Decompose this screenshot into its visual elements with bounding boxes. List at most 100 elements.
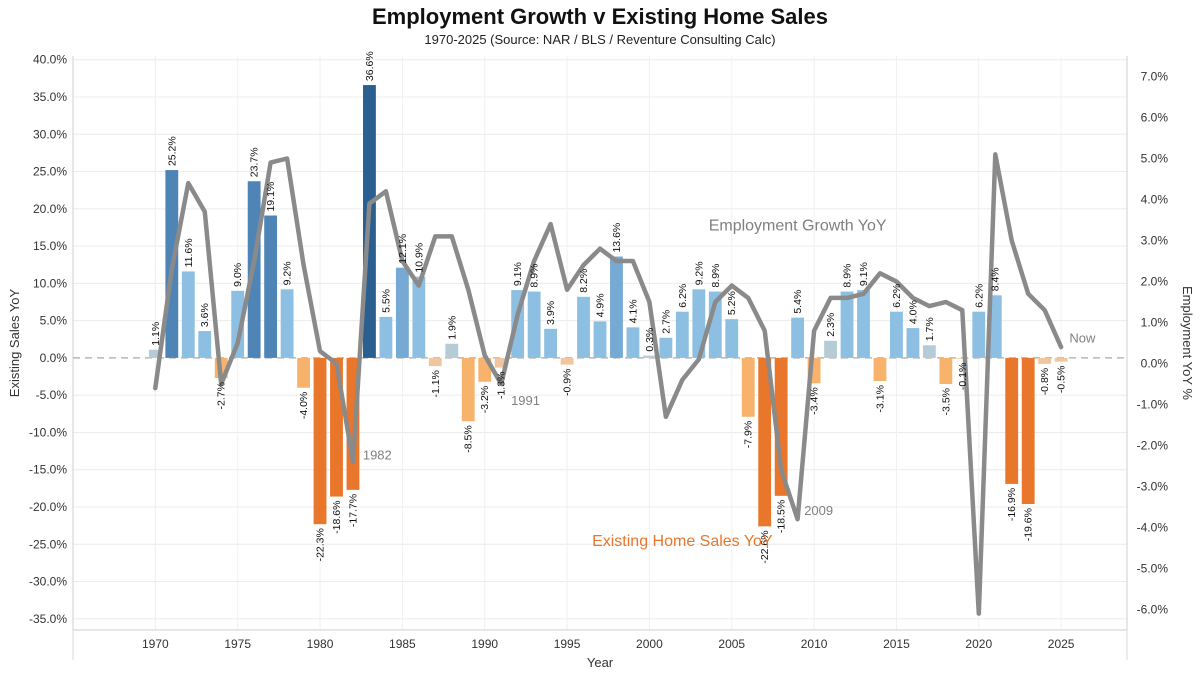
bar-1993 xyxy=(527,291,541,358)
bar-1985 xyxy=(395,267,409,358)
bar-label-1993: 8.9% xyxy=(529,264,541,288)
y2-tick-label: -1.0% xyxy=(1137,398,1169,412)
bar-2020 xyxy=(972,311,986,358)
bar-label-2002: 6.2% xyxy=(677,284,689,308)
bar-2021 xyxy=(988,295,1002,358)
bar-1972 xyxy=(181,271,195,358)
bar-2007 xyxy=(758,357,772,527)
bar-2022 xyxy=(1005,357,1019,484)
x-tick-label: 2005 xyxy=(718,637,745,651)
x-tick-label: 1975 xyxy=(224,637,251,651)
bar-1997 xyxy=(593,321,607,358)
x-tick-label: 1980 xyxy=(307,637,334,651)
bar-2023 xyxy=(1021,357,1035,505)
y2-tick-label: -5.0% xyxy=(1137,562,1169,576)
x-tick-label: 2020 xyxy=(965,637,992,651)
x-tick-label: 2025 xyxy=(1048,637,1075,651)
y-tick-label: 0.0% xyxy=(40,351,68,365)
annotation-existing-home-sales-yoy: Existing Home Sales YoY xyxy=(592,533,773,550)
bar-2017 xyxy=(922,345,936,358)
bar-label-1971: 25.2% xyxy=(166,136,178,166)
bar-2025 xyxy=(1054,357,1068,362)
bar-1991 xyxy=(494,357,508,368)
bar-label-1997: 4.9% xyxy=(595,293,607,317)
employment-growth-line xyxy=(153,152,1064,616)
bar-label-2021: 8.4% xyxy=(990,267,1002,291)
bar-label-1974: -2.7% xyxy=(216,382,228,409)
bar-label-1995: -0.9% xyxy=(562,369,574,396)
y2-tick-label: -2.0% xyxy=(1137,439,1169,453)
chart-title: Employment Growth v Existing Home Sales xyxy=(372,4,828,29)
bar-label-1977: 19.1% xyxy=(265,182,277,212)
y2-tick-label: 0.0% xyxy=(1141,357,1169,371)
y-tick-label: -20.0% xyxy=(29,500,67,514)
bar-1977 xyxy=(264,215,278,358)
bar-label-1999: 4.1% xyxy=(627,299,639,323)
bar-1994 xyxy=(544,328,558,358)
bar-1978 xyxy=(280,289,294,358)
bar-1986 xyxy=(412,276,426,358)
y-tick-label: -25.0% xyxy=(29,537,67,551)
bar-label-1982: -17.7% xyxy=(347,494,359,527)
x-tick-label: 1995 xyxy=(554,637,581,651)
y2-tick-label: -3.0% xyxy=(1137,480,1169,494)
bar-label-1975: 9.0% xyxy=(232,263,244,287)
bar-2001 xyxy=(659,337,673,358)
bar-label-2025: -0.5% xyxy=(1056,366,1068,393)
bar-label-1984: 5.5% xyxy=(380,289,392,313)
bar-label-1985: 12.1% xyxy=(397,234,409,264)
bar-label-2016: 4.0% xyxy=(907,300,919,324)
bar-2019 xyxy=(955,357,969,359)
bar-2009 xyxy=(791,317,805,358)
bar-label-1978: 9.2% xyxy=(282,261,294,285)
bar-2024 xyxy=(1038,357,1052,364)
bar-label-2013: 9.1% xyxy=(858,262,870,286)
annotation-employment-growth-yoy: Employment Growth YoY xyxy=(709,217,887,234)
bar-1995 xyxy=(560,357,574,365)
x-tick-label: 2000 xyxy=(636,637,663,651)
bar-label-2012: 8.9% xyxy=(842,264,854,288)
annotation-1982: 1982 xyxy=(363,447,392,462)
bar-label-2005: 5.2% xyxy=(726,291,738,315)
bar-1975 xyxy=(231,290,245,358)
bar-label-2020: 6.2% xyxy=(973,284,985,308)
y2-tick-label: 7.0% xyxy=(1141,70,1169,84)
bar-label-2006: -7.9% xyxy=(743,421,755,448)
bar-label-1991: -1.3% xyxy=(496,372,508,399)
bar-label-2023: -19.6% xyxy=(1023,508,1035,541)
bar-label-2000: 0.3% xyxy=(644,328,656,352)
bar-2011 xyxy=(824,340,837,358)
y2-tick-label: 6.0% xyxy=(1141,111,1169,125)
bar-label-1998: 13.6% xyxy=(611,223,623,253)
bar-label-1973: 3.6% xyxy=(199,303,211,327)
bar-2018 xyxy=(939,357,953,384)
bar-label-2022: -16.9% xyxy=(1006,488,1018,521)
bar-2014 xyxy=(873,357,887,382)
bar-label-1996: 8.2% xyxy=(578,269,590,293)
bar-1980 xyxy=(313,357,327,525)
bar-label-2008: -18.5% xyxy=(776,500,788,533)
bar-label-1988: 1.9% xyxy=(446,316,458,340)
y2-tick-label: 2.0% xyxy=(1141,275,1169,289)
y2-tick-label: -4.0% xyxy=(1137,521,1169,535)
annotation-2009: 2009 xyxy=(804,503,833,518)
bar-1987 xyxy=(428,357,442,367)
y-tick-label: 20.0% xyxy=(33,202,67,216)
bar-label-1972: 11.6% xyxy=(183,238,195,267)
x-tick-label: 1970 xyxy=(142,637,169,651)
chart-subtitle: 1970-2025 (Source: NAR / BLS / Reventure… xyxy=(424,32,776,47)
bar-2005 xyxy=(725,319,739,358)
y-tick-label: -15.0% xyxy=(29,463,67,477)
y2-tick-label: 3.0% xyxy=(1141,234,1169,248)
bar-label-2011: 2.3% xyxy=(825,313,837,337)
y-tick-label: -10.0% xyxy=(29,425,67,439)
bar-label-1986: 10.9% xyxy=(413,243,425,273)
x-tick-label: 1985 xyxy=(389,637,416,651)
y-tick-label: -35.0% xyxy=(29,612,67,626)
bar-label-2017: 1.7% xyxy=(924,317,936,341)
y-tick-label: 35.0% xyxy=(33,90,67,104)
y-tick-label: 10.0% xyxy=(33,276,67,290)
bar-label-2019: -0.1% xyxy=(957,363,969,390)
